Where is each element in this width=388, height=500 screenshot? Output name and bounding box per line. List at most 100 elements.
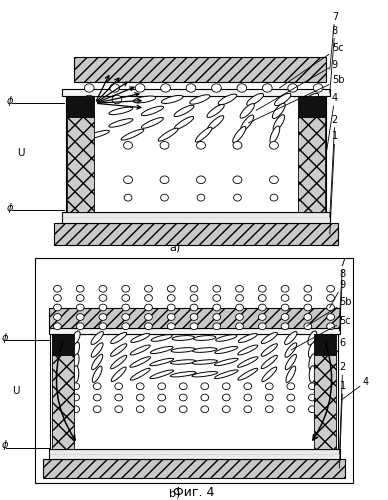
Ellipse shape [308,394,316,401]
Ellipse shape [216,334,237,342]
Ellipse shape [145,286,152,292]
Ellipse shape [194,336,216,340]
Ellipse shape [213,314,221,320]
Ellipse shape [190,304,198,311]
Ellipse shape [213,286,221,292]
Ellipse shape [76,304,84,311]
Ellipse shape [54,286,61,292]
Ellipse shape [111,367,126,382]
Ellipse shape [233,176,242,184]
Ellipse shape [262,84,272,92]
Ellipse shape [99,304,107,311]
Ellipse shape [124,194,132,201]
Ellipse shape [109,107,133,114]
Ellipse shape [141,106,163,116]
Ellipse shape [136,383,144,390]
Ellipse shape [151,334,172,342]
Ellipse shape [218,94,237,105]
Ellipse shape [215,346,238,354]
Ellipse shape [145,314,152,320]
Ellipse shape [308,406,316,412]
Bar [67,96,94,117]
Ellipse shape [115,394,123,401]
Ellipse shape [190,294,198,302]
Ellipse shape [281,323,289,330]
Ellipse shape [112,95,122,104]
Ellipse shape [122,304,130,311]
Ellipse shape [123,142,132,149]
Ellipse shape [287,406,295,412]
Ellipse shape [236,323,243,330]
Ellipse shape [150,346,173,354]
Ellipse shape [269,176,278,184]
Ellipse shape [285,343,297,357]
Text: 6: 6 [314,338,346,392]
Ellipse shape [238,334,257,342]
Ellipse shape [73,366,79,382]
Ellipse shape [306,142,315,149]
Ellipse shape [167,323,175,330]
Ellipse shape [131,334,150,342]
Ellipse shape [121,129,144,140]
Ellipse shape [122,294,130,302]
Text: 7: 7 [340,258,346,318]
Ellipse shape [286,366,296,382]
Text: 5b: 5b [307,296,352,326]
Text: 8: 8 [330,26,338,93]
Ellipse shape [92,366,102,382]
Text: $\phi$: $\phi$ [1,331,9,345]
Ellipse shape [158,394,166,401]
Bar [62,89,330,96]
Ellipse shape [93,394,101,401]
Ellipse shape [130,345,150,355]
Ellipse shape [158,406,166,412]
Bar [67,118,94,212]
Ellipse shape [161,194,168,201]
Ellipse shape [92,354,103,370]
Ellipse shape [158,128,178,141]
Ellipse shape [167,304,175,311]
Ellipse shape [233,142,242,149]
Ellipse shape [160,176,169,184]
Ellipse shape [99,294,107,302]
Ellipse shape [308,331,317,345]
Ellipse shape [308,342,316,358]
Ellipse shape [236,294,243,302]
Text: 2: 2 [330,115,338,218]
Ellipse shape [111,332,127,344]
Ellipse shape [304,286,312,292]
Bar [52,334,74,355]
Ellipse shape [197,176,206,184]
Ellipse shape [222,383,230,390]
Ellipse shape [160,142,169,149]
Ellipse shape [273,114,284,131]
Ellipse shape [207,104,224,118]
Ellipse shape [234,194,241,201]
Ellipse shape [201,383,209,390]
Ellipse shape [222,406,230,412]
Ellipse shape [72,406,80,412]
Ellipse shape [135,84,145,92]
Ellipse shape [72,354,79,370]
Ellipse shape [281,286,289,292]
Ellipse shape [258,323,266,330]
Bar [48,449,340,459]
Bar [43,459,345,477]
Ellipse shape [240,104,255,118]
Ellipse shape [171,348,196,352]
Ellipse shape [115,406,123,412]
Ellipse shape [76,314,84,320]
Ellipse shape [213,304,221,311]
Bar [74,58,326,82]
Ellipse shape [179,394,187,401]
Ellipse shape [262,367,277,382]
Ellipse shape [109,118,133,127]
Ellipse shape [171,360,196,364]
Ellipse shape [304,314,312,320]
Ellipse shape [93,406,101,412]
Ellipse shape [236,304,243,311]
Ellipse shape [145,304,152,311]
Ellipse shape [304,294,312,302]
Ellipse shape [244,406,252,412]
Ellipse shape [308,383,316,390]
